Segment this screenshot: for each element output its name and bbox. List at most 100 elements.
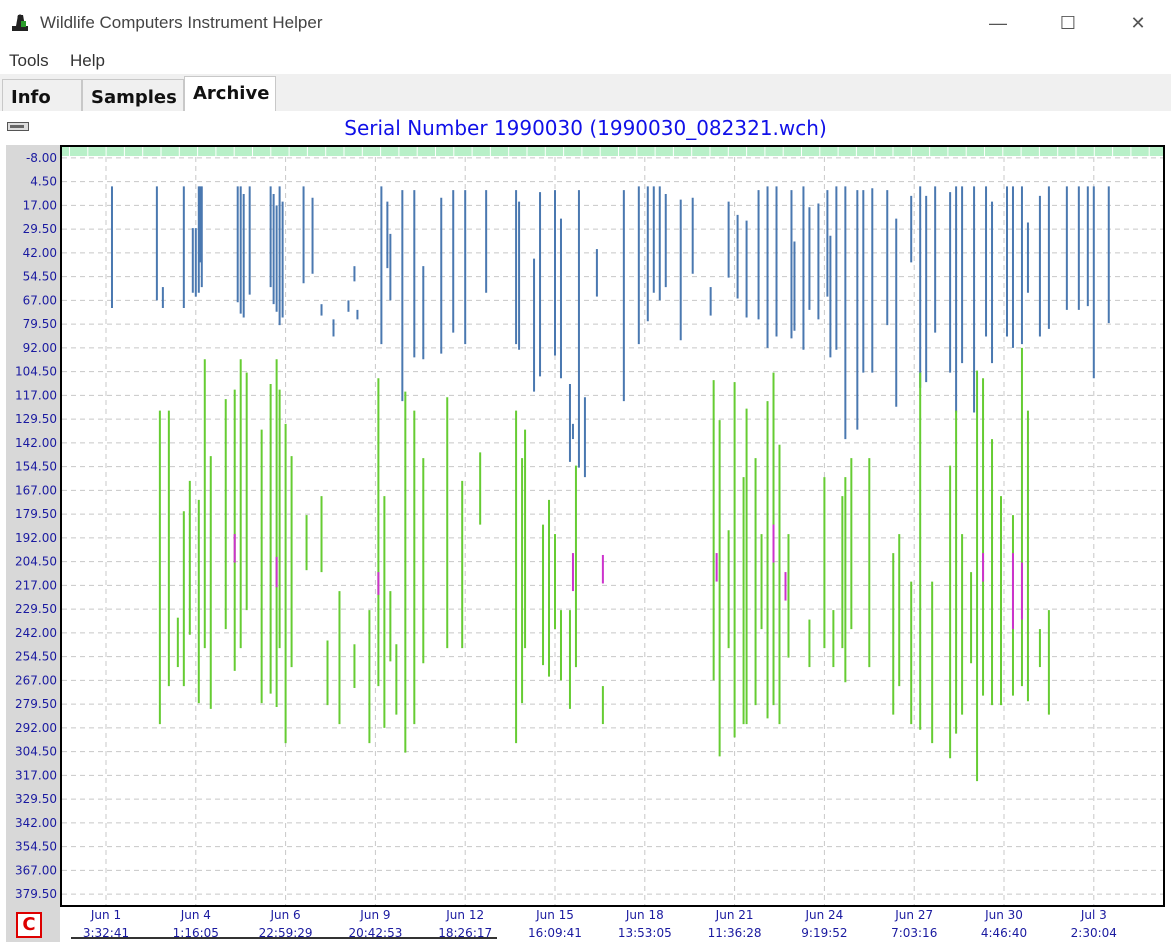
x-tick-date: Jun 15 <box>535 908 574 922</box>
status-band-gap <box>508 147 510 156</box>
x-tick-date: Jun 27 <box>894 908 933 922</box>
y-tick-label: 254.50 <box>15 650 57 664</box>
menu-help[interactable]: Help <box>70 51 105 70</box>
status-band-gap <box>105 147 107 156</box>
x-tick-time: 13:53:05 <box>618 926 672 940</box>
app-icon <box>12 14 28 31</box>
y-tick-label: 304.50 <box>15 745 57 759</box>
y-tick-label: 217.00 <box>15 578 57 592</box>
status-band-gap <box>819 147 821 156</box>
maximize-icon: ☐ <box>1059 12 1077 33</box>
status-band-gap <box>435 147 436 156</box>
y-tick-label: 292.00 <box>15 721 57 735</box>
x-tick-time: 7:03:16 <box>891 926 937 940</box>
status-band-gap <box>1038 147 1040 156</box>
y-tick-label: 117.00 <box>15 388 57 402</box>
status-band-gap <box>636 147 638 156</box>
status-band-gap <box>672 147 674 156</box>
status-band-gap <box>929 147 931 156</box>
status-band-gap <box>727 147 729 156</box>
minimize-button[interactable]: — <box>975 8 1021 38</box>
x-tick-date: Jun 24 <box>804 908 843 922</box>
y-tick-label: 329.50 <box>15 792 57 806</box>
status-band-gap <box>252 147 253 156</box>
status-band-gap <box>270 147 272 156</box>
x-tick-time: 4:46:40 <box>981 926 1027 940</box>
tab-bar: Info Samples Archive <box>0 74 1171 113</box>
axis-gutter <box>6 145 60 942</box>
status-band-gap <box>380 147 382 156</box>
status-band-gap <box>416 147 418 156</box>
minimize-icon: — <box>989 12 1007 33</box>
x-tick-date: Jun 30 <box>984 908 1023 922</box>
x-tick-date: Jun 1 <box>90 908 121 922</box>
status-band-gap <box>709 147 711 156</box>
status-band-gap <box>453 147 455 156</box>
close-icon: ✕ <box>1130 12 1146 33</box>
y-tick-label: 142.00 <box>15 436 57 450</box>
tab-info[interactable]: Info <box>2 79 82 112</box>
status-band-gap <box>178 147 180 156</box>
y-tick-label: 354.50 <box>15 840 57 854</box>
status-band-gap <box>618 147 619 156</box>
status-band-gap <box>654 147 656 156</box>
x-tick-time: 1:16:05 <box>173 926 219 940</box>
status-band-gap <box>1057 147 1059 156</box>
y-tick-label: 92.00 <box>23 341 57 355</box>
x-tick-date: Jun 9 <box>359 908 390 922</box>
x-tick-time: 2:30:04 <box>1071 926 1117 940</box>
device-icon[interactable] <box>7 122 29 131</box>
status-band-gap <box>1075 147 1077 156</box>
y-tick-label: 192.00 <box>15 531 57 545</box>
menu-tools[interactable]: Tools <box>9 51 49 70</box>
title-bar: Wildlife Computers Instrument Helper — ☐… <box>0 0 1171 46</box>
status-band-gap <box>69 147 70 156</box>
status-band-gap <box>855 147 857 156</box>
status-band-gap <box>910 147 912 156</box>
tab-samples[interactable]: Samples <box>82 79 184 112</box>
plot-area <box>60 145 1165 907</box>
x-tick-time: 22:59:29 <box>259 926 313 940</box>
x-tick-date: Jun 21 <box>715 908 754 922</box>
x-tick-date: Jun 4 <box>180 908 211 922</box>
x-tick-time: 11:36:28 <box>708 926 762 940</box>
y-tick-label: 129.50 <box>15 412 57 426</box>
status-band-gap <box>87 147 89 156</box>
status-band-gap <box>965 147 967 156</box>
y-tick-label: 179.50 <box>15 507 57 521</box>
status-band <box>62 147 1163 156</box>
status-band-gap <box>1020 147 1022 156</box>
y-tick-label: 242.00 <box>15 626 57 640</box>
y-tick-label: 4.50 <box>30 175 57 189</box>
y-tick-label: 367.00 <box>15 863 57 877</box>
menu-bar: Tools Help <box>0 46 1171 74</box>
status-band-gap <box>1002 147 1004 156</box>
status-band-gap <box>837 147 839 156</box>
y-tick-label: 342.00 <box>15 816 57 830</box>
status-band-gap <box>874 147 876 156</box>
y-tick-label: 79.50 <box>23 317 57 331</box>
x-tick-time: 3:32:41 <box>83 926 129 940</box>
status-band-gap <box>471 147 473 156</box>
x-tick-date: Jun 6 <box>269 908 300 922</box>
y-tick-label: 204.50 <box>15 555 57 569</box>
chart-title: Serial Number 1990030 (1990030_082321.wc… <box>344 116 827 140</box>
status-band-gap <box>947 147 949 156</box>
status-band-gap <box>782 147 784 156</box>
x-tick-time: 20:42:53 <box>348 926 402 940</box>
status-band-gap <box>1130 147 1132 156</box>
status-band-gap <box>892 147 894 156</box>
x-tick-time: 18:26:17 <box>438 926 492 940</box>
status-band-gap <box>288 147 290 156</box>
x-tick-time: 9:19:52 <box>801 926 847 940</box>
x-tick-date: Jul 3 <box>1080 908 1107 922</box>
tab-archive[interactable]: Archive <box>184 76 276 113</box>
status-band-gap <box>325 147 327 156</box>
maximize-button[interactable]: ☐ <box>1045 8 1091 38</box>
status-band-gap <box>691 147 693 156</box>
close-button[interactable]: ✕ <box>1115 8 1161 38</box>
window-title: Wildlife Computers Instrument Helper <box>40 13 323 32</box>
c-button[interactable]: C <box>16 912 42 938</box>
status-band-gap <box>1093 147 1095 156</box>
